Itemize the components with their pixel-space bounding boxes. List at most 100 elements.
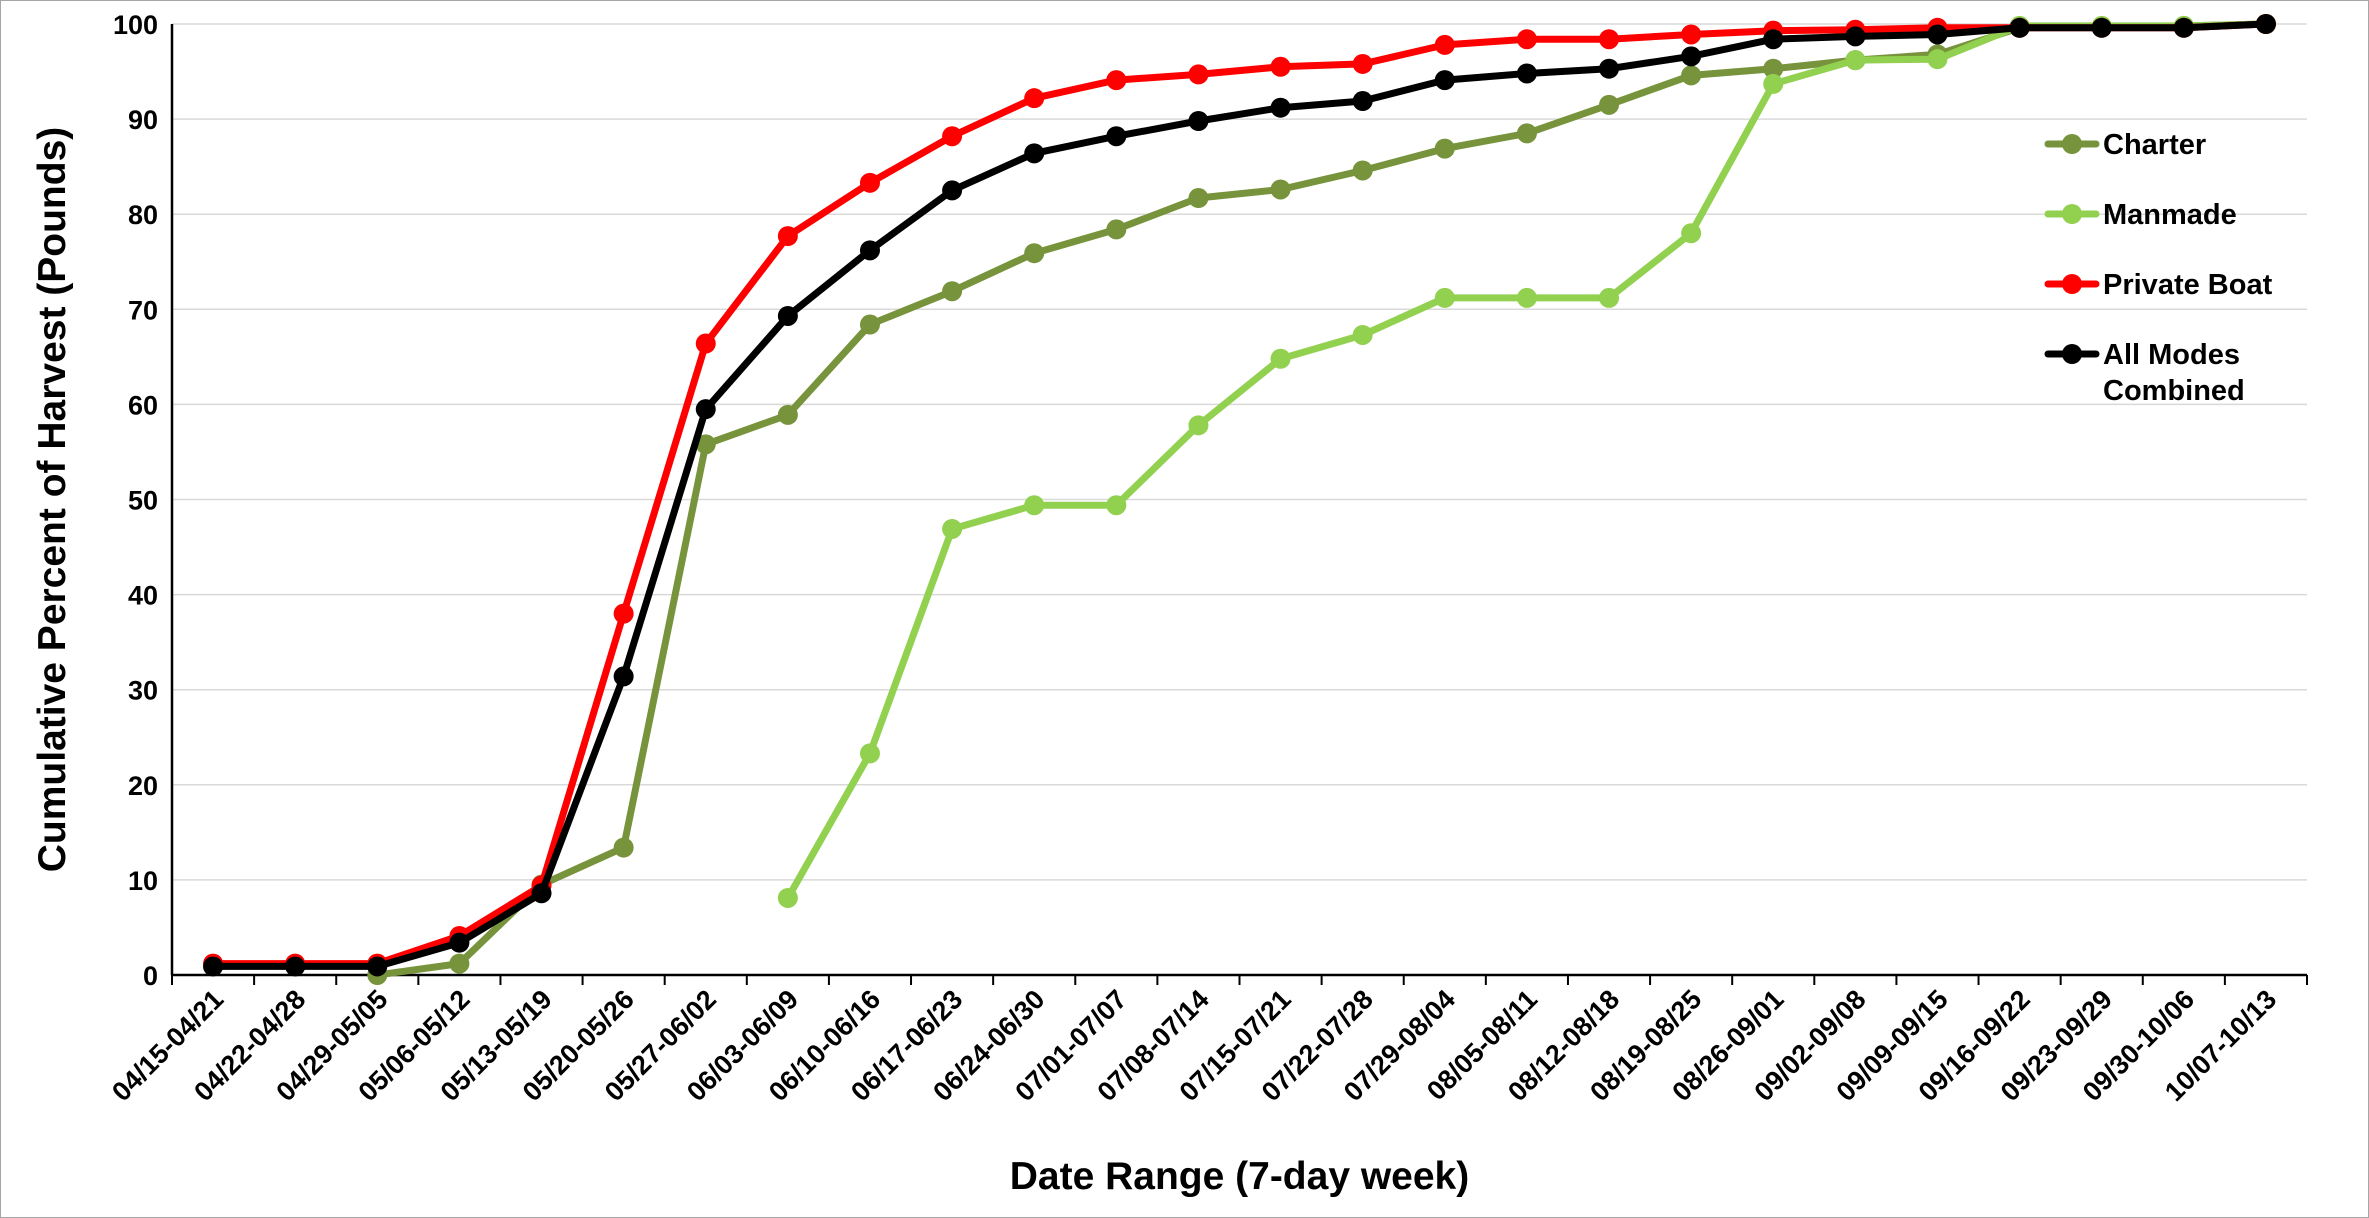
data-point-all-modes-combined (777, 305, 798, 326)
legend-label: Private Boat (2103, 269, 2273, 301)
data-point-charter (1434, 138, 1455, 159)
legend-label: All Modes Combined (2103, 339, 2245, 407)
data-point-charter (1024, 243, 1045, 264)
data-point-manmade (1188, 415, 1209, 436)
series-line-manmade (784, 20, 2270, 902)
y-tick-label: 70 (128, 295, 158, 325)
series-line-private-boat (209, 20, 2270, 968)
data-point-private-boat (1599, 29, 1620, 50)
data-point-all-modes-combined (1434, 70, 1455, 91)
y-tick-label: 40 (128, 581, 158, 611)
data-point-private-boat (1681, 24, 1702, 45)
data-point-manmade (1763, 73, 1784, 94)
y-tick-label: 100 (113, 10, 158, 40)
y-tick-label: 0 (143, 961, 158, 991)
data-point-all-modes-combined (531, 883, 552, 904)
legend-label: Manmade (2103, 199, 2237, 231)
y-axis-title: Cumulative Percent of Harvest (Pounds) (31, 127, 74, 873)
y-tick-label: 50 (128, 486, 158, 516)
y-tick-label: 20 (128, 771, 158, 801)
legend-item-all-modes-combined: All Modes Combined (2044, 339, 2245, 407)
y-tick-label: 60 (128, 390, 158, 420)
data-point-all-modes-combined (1352, 91, 1373, 112)
data-point-manmade (1434, 287, 1455, 308)
data-point-manmade (1352, 324, 1373, 345)
data-point-charter (613, 837, 634, 858)
legend: Charter Manmade Private Boat All Modes Combi… (2044, 129, 2273, 407)
legend-item-private-boat: Private Boat (2044, 269, 2273, 301)
data-point-private-boat (859, 172, 880, 193)
series-manmade (777, 14, 2276, 908)
legend-item-manmade: Manmade (2044, 199, 2237, 231)
data-point-private-boat (1270, 56, 1291, 77)
data-point-charter (1516, 123, 1537, 144)
legend-item-charter: Charter (2044, 129, 2206, 161)
data-point-all-modes-combined (1270, 97, 1291, 118)
legend-swatch-marker (2062, 134, 2082, 154)
series-all-modes-combined (203, 14, 2276, 977)
data-point-manmade (859, 743, 880, 764)
legend-swatch-marker (2062, 204, 2082, 224)
data-point-all-modes-combined (859, 240, 880, 261)
data-point-all-modes-combined (1845, 26, 1866, 47)
data-point-private-boat (695, 333, 716, 354)
data-point-all-modes-combined (1188, 111, 1209, 132)
data-point-all-modes-combined (2173, 17, 2194, 38)
data-point-all-modes-combined (1516, 63, 1537, 84)
gridlines (172, 23, 2307, 881)
data-point-charter (449, 953, 470, 974)
data-point-all-modes-combined (367, 956, 388, 977)
data-point-manmade (1927, 49, 1948, 70)
y-tick-label: 10 (128, 866, 158, 896)
data-point-all-modes-combined (2091, 17, 2112, 38)
data-point-private-boat (1352, 53, 1373, 74)
axes (170, 24, 2308, 985)
y-tick-label: 30 (128, 676, 158, 706)
data-point-manmade (1516, 287, 1537, 308)
data-point-private-boat (942, 126, 963, 147)
data-point-all-modes-combined (1681, 46, 1702, 67)
data-point-charter (859, 314, 880, 335)
data-point-charter (942, 281, 963, 302)
data-point-private-boat (1516, 29, 1537, 50)
data-point-manmade (1270, 348, 1291, 369)
data-point-all-modes-combined (613, 666, 634, 687)
series-private-boat (203, 14, 2276, 974)
data-point-manmade (777, 887, 798, 908)
data-point-all-modes-combined (1927, 24, 1948, 45)
data-point-all-modes-combined (203, 956, 224, 977)
series-lines (203, 14, 2276, 985)
data-point-private-boat (1106, 70, 1127, 91)
legend-swatch-marker (2062, 274, 2082, 294)
data-point-charter (1270, 179, 1291, 200)
y-tick-label: 90 (128, 105, 158, 135)
data-point-all-modes-combined (695, 399, 716, 420)
data-point-charter (1188, 188, 1209, 209)
data-point-all-modes-combined (942, 180, 963, 201)
data-point-manmade (1845, 50, 1866, 71)
data-point-private-boat (1434, 34, 1455, 55)
data-point-all-modes-combined (2009, 17, 2030, 38)
data-point-manmade (942, 518, 963, 539)
data-point-charter (1599, 94, 1620, 115)
legend-swatch-marker (2062, 344, 2082, 364)
data-point-manmade (1024, 495, 1045, 516)
data-point-private-boat (777, 226, 798, 247)
data-point-private-boat (1024, 88, 1045, 109)
data-point-manmade (1106, 495, 1127, 516)
data-point-charter (777, 404, 798, 425)
x-axis-title: Date Range (7-day week) (1010, 1155, 1470, 1198)
data-point-charter (1352, 160, 1373, 181)
data-point-all-modes-combined (1106, 126, 1127, 147)
data-point-all-modes-combined (1024, 143, 1045, 164)
data-point-private-boat (1188, 64, 1209, 85)
data-point-charter (695, 434, 716, 455)
data-point-all-modes-combined (1763, 29, 1784, 50)
y-tick-label: 80 (128, 200, 158, 230)
data-point-manmade (1681, 223, 1702, 244)
data-point-charter (1763, 58, 1784, 79)
data-point-all-modes-combined (1599, 58, 1620, 79)
data-point-private-boat (613, 603, 634, 624)
data-point-all-modes-combined (285, 956, 306, 977)
